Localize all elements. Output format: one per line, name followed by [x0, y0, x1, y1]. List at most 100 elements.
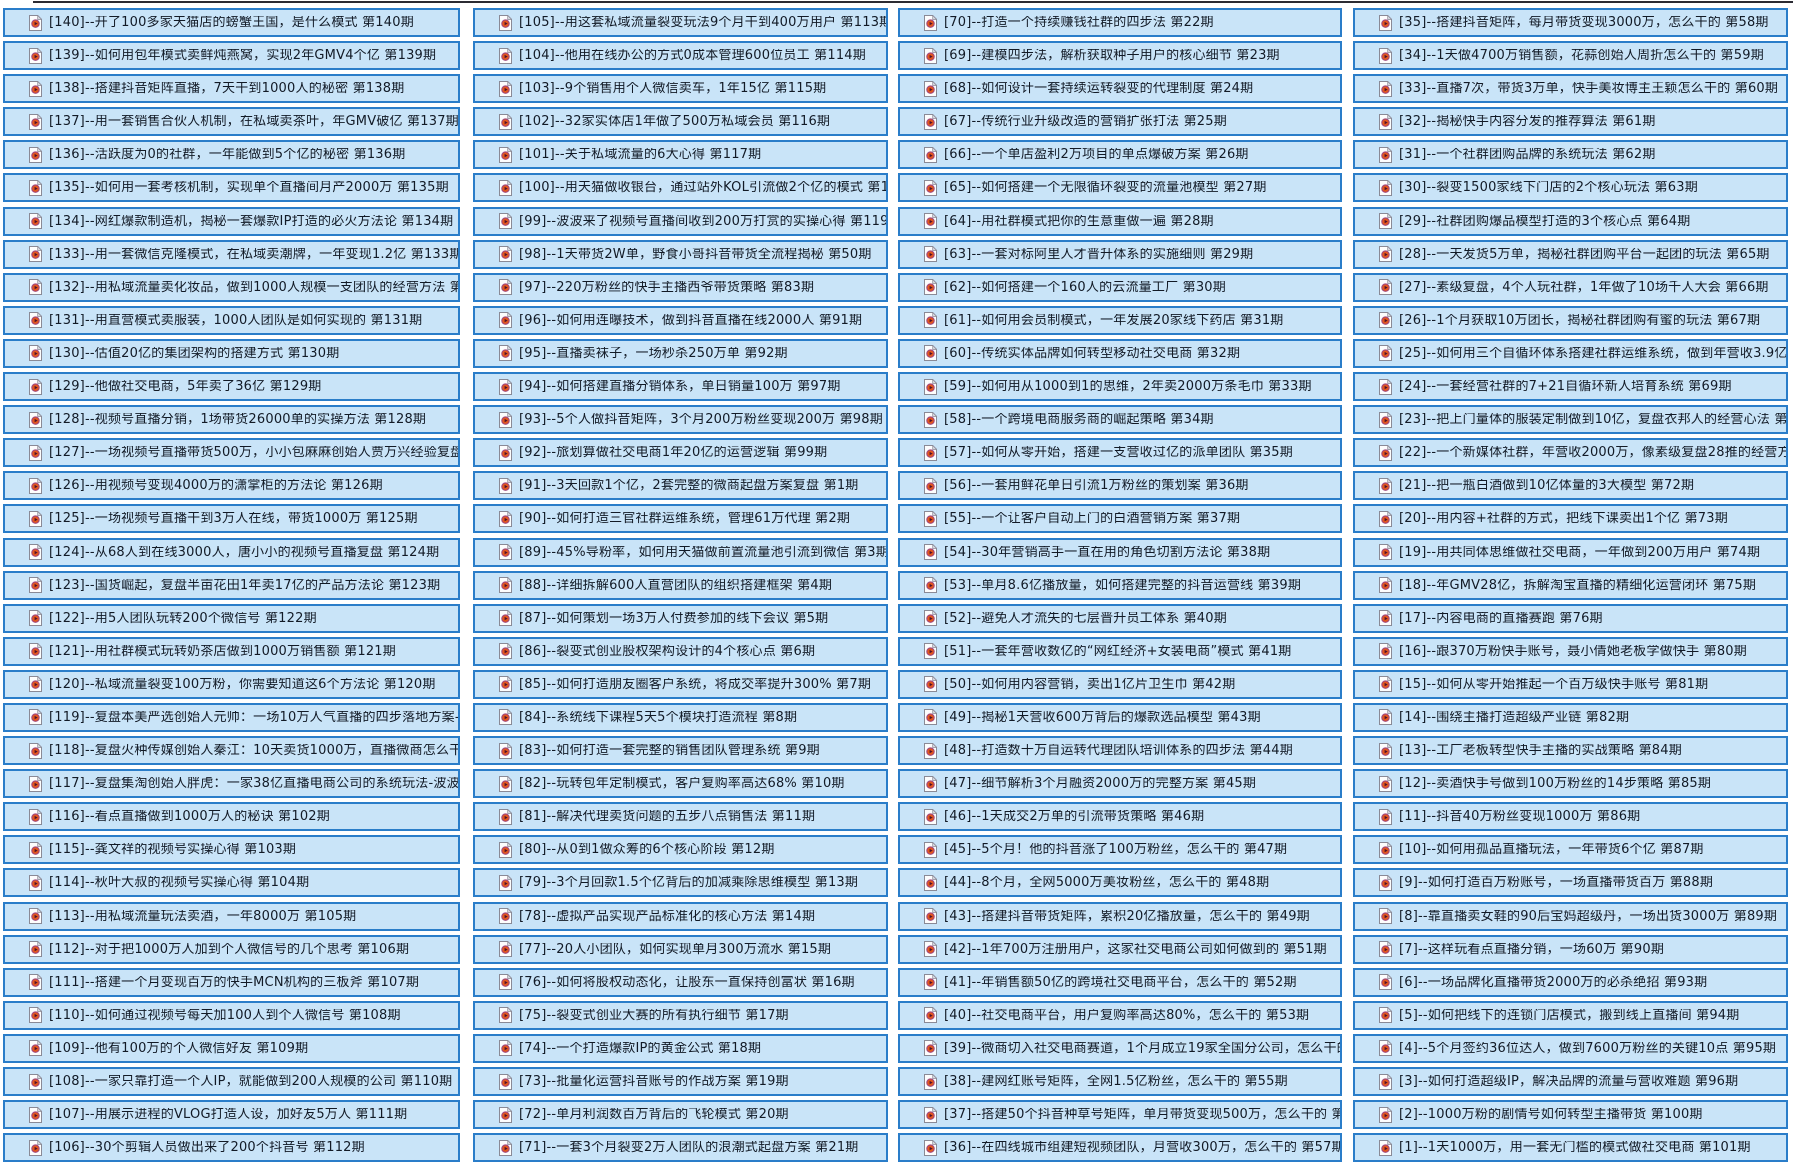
list-item[interactable]: [18]--年GMV28亿，拆解淘宝直播的精细化运营闭环 第75期 [1353, 570, 1788, 600]
list-item[interactable]: [95]--直播卖袜子，一场秒杀250万单 第92期 [473, 338, 888, 368]
list-item[interactable]: [136]--活跃度为0的社群，一年能做到5个亿的秘密 第136期 [3, 140, 460, 170]
list-item[interactable]: [13]--工厂老板转型快手主播的实战策略 第84期 [1353, 736, 1788, 766]
list-item[interactable]: [115]--龚文祥的视频号实操心得 第103期 [3, 835, 460, 865]
list-item[interactable]: [56]--一套用鲜花单日引流1万粉丝的策划案 第36期 [898, 471, 1342, 501]
list-item[interactable]: [44]--8个月，全网5000万美妆粉丝，怎么干的 第48期 [898, 868, 1342, 898]
list-item[interactable]: [79]--3个月回款1.5个亿背后的加减乘除思维模型 第13期 [473, 868, 888, 898]
list-item[interactable]: [87]--如何策划一场3万人付费参加的线下会议 第5期 [473, 603, 888, 633]
list-item[interactable]: [51]--一套年营收数亿的“网红经济+女装电商”模式 第41期 [898, 636, 1342, 666]
list-item[interactable]: [17]--内容电商的直播赛跑 第76期 [1353, 603, 1788, 633]
list-item[interactable]: [80]--从0到1做众筹的6个核心阶段 第12期 [473, 835, 888, 865]
list-item[interactable]: [60]--传统实体品牌如何转型移动社交电商 第32期 [898, 338, 1342, 368]
list-item[interactable]: [82]--玩转包年定制模式，客户复购率高达68% 第10期 [473, 769, 888, 799]
list-item[interactable]: [138]--搭建抖音矩阵直播，7天干到1000人的秘密 第138期 [3, 74, 460, 104]
list-item[interactable]: [5]--如何把线下的连锁门店模式，搬到线上直播间 第94期 [1353, 1000, 1788, 1030]
list-item[interactable]: [38]--建网红账号矩阵，全网1.5亿粉丝，怎么干的 第55期 [898, 1067, 1342, 1096]
list-item[interactable]: [12]--卖酒快手号做到100万粉丝的14步策略 第85期 [1353, 769, 1788, 799]
list-item[interactable]: [40]--社交电商平台，用户复购率高达80%，怎么干的 第53期 [898, 1000, 1342, 1030]
list-item[interactable]: [19]--用共同体思维做社交电商，一年做到200万用户 第74期 [1353, 537, 1788, 567]
list-item[interactable]: [100]--用天猫做收银台，通过站外KOL引流做2个亿的模式 第118期 [473, 173, 888, 203]
list-item[interactable]: [67]--传统行业升级改造的营销扩张打法 第25期 [898, 107, 1342, 137]
list-item[interactable]: [71]--一套3个月裂变2万人团队的浪潮式起盘方案 第21期 [473, 1133, 888, 1163]
list-item[interactable]: [6]--一场品牌化直播带货2000万的必杀绝招 第93期 [1353, 967, 1788, 997]
list-item[interactable]: [76]--如何将股权动态化，让股东一直保持创富状 第16期 [473, 967, 888, 997]
list-item[interactable]: [64]--用社群模式把你的生意重做一遍 第28期 [898, 206, 1342, 236]
list-item[interactable]: [54]--30年营销高手一直在用的角色切割方法论 第38期 [898, 537, 1342, 567]
list-item[interactable]: [63]--一套对标阿里人才晋升体系的实施细则 第29期 [898, 239, 1342, 269]
list-item[interactable]: [92]--旅划算做社交电商1年20亿的运营逻辑 第99期 [473, 438, 888, 468]
list-item[interactable]: [140]--开了100多家天猫店的螃蟹王国，是什么模式 第140期 [3, 8, 460, 37]
list-item[interactable]: [31]--一个社群团购品牌的系统玩法 第62期 [1353, 140, 1788, 170]
list-item[interactable]: [55]--一个让客户自动上门的白酒营销方案 第37期 [898, 504, 1342, 534]
list-item[interactable]: [32]--揭秘快手内容分发的推荐算法 第61期 [1353, 107, 1788, 137]
list-item[interactable]: [47]--细节解析3个月融资2000万的完整方案 第45期 [898, 769, 1342, 799]
list-item[interactable]: [61]--如何用会员制模式，一年发展20家线下药店 第31期 [898, 305, 1342, 335]
list-item[interactable]: [45]--5个月！他的抖音涨了100万粉丝，怎么干的 第47期 [898, 835, 1342, 865]
list-item[interactable]: [33]--直播7次，带货3万单，快手美妆博主王颖怎么干的 第60期 [1353, 74, 1788, 104]
list-item[interactable]: [113]--用私域流量玩法卖酒，一年8000万 第105期 [3, 901, 460, 931]
list-item[interactable]: [90]--如何打造三官社群运维系统，管理61万代理 第2期 [473, 504, 888, 534]
list-item[interactable]: [103]--9个销售用个人微信卖车，1年15亿 第115期 [473, 74, 888, 104]
list-item[interactable]: [42]--1年700万注册用户，这家社交电商公司如何做到的 第51期 [898, 934, 1342, 964]
list-item[interactable]: [134]--网红爆款制造机，揭秘一套爆款IP打造的必火方法论 第134期 [3, 206, 460, 236]
list-item[interactable]: [126]--用视频号变现4000万的潇掌柜的方法论 第126期 [3, 471, 460, 501]
list-item[interactable]: [48]--打造数十万自运转代理团队培训体系的四步法 第44期 [898, 736, 1342, 766]
list-item[interactable]: [22]--一个新媒体社群，年营收2000万，像素级复盘28推的经营方法 第 [1353, 438, 1788, 468]
list-item[interactable]: [132]--用私域流量卖化妆品，做到1000人规模一支团队的经营方法 第13 [3, 272, 460, 302]
list-item[interactable]: [106]--30个剪辑人员做出来了200个抖音号 第112期 [3, 1133, 460, 1163]
list-item[interactable]: [16]--跟370万粉快手账号，聂小倩她老板学做快手 第80期 [1353, 636, 1788, 666]
list-item[interactable]: [23]--把上门量体的服装定制做到10亿，复盘衣邦人的经营心法 第70期 [1353, 405, 1788, 435]
list-item[interactable]: [10]--如何用孤品直播玩法，一年带货6个亿 第87期 [1353, 835, 1788, 865]
list-item[interactable]: [111]--搭建一个月变现百万的快手MCN机构的三板斧 第107期 [3, 967, 460, 997]
list-item[interactable]: [72]--单月利润数百万背后的飞轮模式 第20期 [473, 1100, 888, 1130]
list-item[interactable]: [57]--如何从零开始，搭建一支营收过亿的派单团队 第35期 [898, 438, 1342, 468]
list-item[interactable]: [81]--解决代理卖货问题的五步八点销售法 第11期 [473, 802, 888, 832]
list-item[interactable]: [107]--用展示进程的VLOG打造人设，加好友5万人 第111期 [3, 1100, 460, 1130]
list-item[interactable]: [104]--他用在线办公的方式0成本管理600位员工 第114期 [473, 41, 888, 71]
list-item[interactable]: [130]--估值20亿的集团架构的搭建方式 第130期 [3, 338, 460, 368]
list-item[interactable]: [89]--45%导粉率，如何用天猫做前置流量池引流到微信 第3期 [473, 537, 888, 567]
list-item[interactable]: [70]--打造一个持续赚钱社群的四步法 第22期 [898, 8, 1342, 37]
list-item[interactable]: [58]--一个跨境电商服务商的崛起策略 第34期 [898, 405, 1342, 435]
list-item[interactable]: [127]--一场视频号直播带货500万，小小包麻麻创始人贾万兴经验复盘 第1 [3, 438, 460, 468]
list-item[interactable]: [35]--搭建抖音矩阵，每月带货变现3000万，怎么干的 第58期 [1353, 8, 1788, 37]
list-item[interactable]: [37]--搭建50个抖音种草号矩阵，单月带货变现500万，怎么干的 第56 [898, 1100, 1342, 1130]
list-item[interactable]: [1]--1天1000万，用一套无门槛的模式做社交电商 第101期 [1353, 1133, 1788, 1163]
list-item[interactable]: [78]--虚拟产品实现产品标准化的核心方法 第14期 [473, 901, 888, 931]
list-item[interactable]: [75]--裂变式创业大赛的所有执行细节 第17期 [473, 1000, 888, 1030]
list-item[interactable]: [108]--一家只靠打造一个人IP，就能做到200人规模的公司 第110期 [3, 1067, 460, 1096]
list-item[interactable]: [7]--这样玩看点直播分销，一场60万 第90期 [1353, 934, 1788, 964]
list-item[interactable]: [34]--1天做4700万销售额，花蒜创始人周折怎么干的 第59期 [1353, 41, 1788, 71]
list-item[interactable]: [94]--如何搭建直播分销体系，单日销量100万 第97期 [473, 372, 888, 402]
list-item[interactable]: [114]--秋叶大叔的视频号实操心得 第104期 [3, 868, 460, 898]
list-item[interactable]: [116]--看点直播做到1000万人的秘诀 第102期 [3, 802, 460, 832]
list-item[interactable]: [96]--如何用连曝技术，做到抖音直播在线2000人 第91期 [473, 305, 888, 335]
list-item[interactable]: [83]--如何打造一套完整的销售团队管理系统 第9期 [473, 736, 888, 766]
list-item[interactable]: [25]--如何用三个自循环体系搭建社群运维系统，做到年营收3.9亿 第68 [1353, 338, 1788, 368]
list-item[interactable]: [14]--围绕主播打造超级产业链 第82期 [1353, 702, 1788, 732]
list-item[interactable]: [119]--复盘本美严选创始人元帅：一场10万人气直播的四步落地方案-波波来 [3, 702, 460, 732]
list-item[interactable]: [28]--一天发货5万单，揭秘社群团购平台一起团的玩法 第65期 [1353, 239, 1788, 269]
list-item[interactable]: [3]--如何打造超级IP，解决品牌的流量与营收难题 第96期 [1353, 1067, 1788, 1096]
list-item[interactable]: [26]--1个月获取10万团长，揭秘社群团购有蜜的玩法 第67期 [1353, 305, 1788, 335]
list-item[interactable]: [73]--批量化运营抖音账号的作战方案 第19期 [473, 1067, 888, 1096]
list-item[interactable]: [68]--如何设计一套持续运转裂变的代理制度 第24期 [898, 74, 1342, 104]
list-item[interactable]: [93]--5个人做抖音矩阵，3个月200万粉丝变现200万 第98期 [473, 405, 888, 435]
list-item[interactable]: [20]--用内容+社群的方式，把线下课卖出1个亿 第73期 [1353, 504, 1788, 534]
list-item[interactable]: [118]--复盘火种传媒创始人秦江：10天卖货1000万，直播微商怎么干-波 [3, 736, 460, 766]
list-item[interactable]: [36]--在四线城市组建短视频团队，月营收300万，怎么干的 第57期 [898, 1133, 1342, 1163]
list-item[interactable]: [124]--从68人到在线3000人，唐小小的视频号直播复盘 第124期 [3, 537, 460, 567]
list-item[interactable]: [122]--用5人团队玩转200个微信号 第122期 [3, 603, 460, 633]
list-item[interactable]: [50]--如何用内容营销，卖出1亿片卫生巾 第42期 [898, 669, 1342, 699]
list-item[interactable]: [84]--系统线下课程5天5个模块打造流程 第8期 [473, 702, 888, 732]
list-item[interactable]: [97]--220万粉丝的快手主播西爷带货策略 第83期 [473, 272, 888, 302]
list-item[interactable]: [4]--5个月签约36位达人，做到7600万粉丝的关键10点 第95期 [1353, 1033, 1788, 1063]
list-item[interactable]: [105]--用这套私域流量裂变玩法9个月干到400万用户 第113期 [473, 8, 888, 37]
list-item[interactable]: [66]--一个单店盈利2万项目的单点爆破方案 第26期 [898, 140, 1342, 170]
list-item[interactable]: [88]--详细拆解600人直营团队的组织搭建框架 第4期 [473, 570, 888, 600]
list-item[interactable]: [112]--对于把1000万人加到个人微信号的几个思考 第106期 [3, 934, 460, 964]
list-item[interactable]: [69]--建模四步法，解析获取种子用户的核心细节 第23期 [898, 41, 1342, 71]
list-item[interactable]: [53]--单月8.6亿播放量，如何搭建完整的抖音运营线 第39期 [898, 570, 1342, 600]
list-item[interactable]: [11]--抖音40万粉丝变现1000万 第86期 [1353, 802, 1788, 832]
list-item[interactable]: [46]--1天成交2万单的引流带货策略 第46期 [898, 802, 1342, 832]
